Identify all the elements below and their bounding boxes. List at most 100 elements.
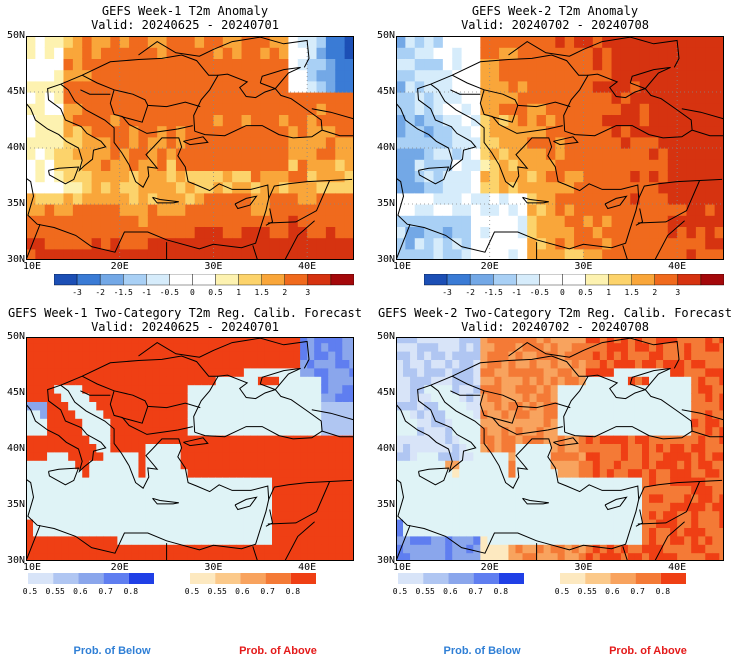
lat-tick-label: 35N: [376, 499, 395, 510]
colorbar-swatch: [423, 573, 449, 584]
colorbar-label: 0.55: [415, 587, 435, 596]
field-cells: [26, 337, 354, 561]
colorbar-swatch: [307, 274, 332, 286]
coastlines: [396, 36, 724, 260]
lat-tick-label: 30N: [6, 555, 25, 566]
lat-tick-label: 30N: [376, 254, 395, 265]
colorbar-swatch: [76, 274, 101, 286]
colorbar-label: 2: [652, 288, 658, 297]
lat-tick-label: 40N: [376, 142, 395, 153]
footer-above-left: Prob. of Above: [239, 645, 317, 657]
colorbar-swatch: [238, 274, 262, 286]
colorbar-swatch: [539, 274, 563, 286]
colorbar-swatch: [498, 573, 524, 584]
colorbar-swatch: [560, 573, 586, 584]
lat-tick-label: 35N: [6, 499, 25, 510]
colorbar-label: -1.5: [483, 288, 503, 297]
lon-tick-label: 30E: [204, 261, 223, 272]
colorbar-label: -2: [95, 288, 105, 297]
colorbar-swatch: [103, 573, 129, 584]
graticule: [26, 36, 354, 260]
colorbar-swatch: [78, 573, 104, 584]
panel-title: GEFS Week-2 Two-Category T2m Reg. Calib.…: [377, 306, 732, 320]
map-panel-1: GEFS Week-1 T2m Anomaly Valid: 20240625 -…: [0, 0, 370, 300]
colorbar-label: 0.7: [98, 587, 113, 596]
colorbar-swatch: [469, 274, 494, 286]
colorbar-swatch: [99, 274, 124, 286]
colorbar-swatch: [424, 274, 448, 286]
colorbar-label: 1: [606, 288, 612, 297]
lon-tick-label: 40E: [668, 261, 687, 272]
anomaly-map: [26, 36, 354, 260]
lon-tick-label: 40E: [668, 562, 687, 573]
panel-valid-dates: Valid: 20240625 - 20240701: [91, 320, 279, 334]
colorbar-swatch: [146, 274, 170, 286]
lat-tick-label: 50N: [376, 30, 395, 41]
colorbar-label: -2: [465, 288, 475, 297]
colorbar-swatch: [192, 274, 216, 286]
above-colorbar: [190, 573, 316, 584]
colorbar-label: 0: [560, 288, 565, 297]
lon-tick-label: 40E: [298, 261, 317, 272]
colorbar-label: 0.55: [45, 587, 65, 596]
lon-tick-label: 20E: [480, 261, 499, 272]
colorbar-swatch: [635, 573, 661, 584]
lat-tick-label: 50N: [6, 30, 25, 41]
colorbar-swatch: [654, 274, 679, 286]
colorbar-label: 0.7: [468, 587, 483, 596]
map-panel-4: GEFS Week-2 Two-Category T2m Reg. Calib.…: [370, 300, 740, 600]
colorbar-swatch: [493, 274, 517, 286]
lat-tick-label: 45N: [6, 86, 25, 97]
below-colorbar: [28, 573, 154, 584]
colorbar-label: 0.5: [22, 587, 38, 596]
probability-map: [26, 337, 354, 561]
colorbar-swatch: [284, 274, 309, 286]
lon-tick-label: 10E: [392, 562, 412, 573]
lat-tick-label: 40N: [6, 443, 25, 454]
colorbar-swatch: [700, 274, 724, 286]
colorbar-swatch: [265, 573, 291, 584]
colorbar-label: 1: [236, 288, 242, 297]
colorbar-swatch: [631, 274, 655, 286]
colorbar-label: 1.5: [624, 288, 639, 297]
lon-tick-label: 30E: [574, 562, 593, 573]
colorbar-label: 0.8: [493, 587, 509, 596]
lon-tick-label: 10E: [22, 562, 42, 573]
colorbar-label: 3: [305, 288, 311, 297]
lon-tick-label: 10E: [392, 261, 412, 272]
colorbar-label: 0.55: [207, 587, 227, 596]
lon-tick-label: 20E: [480, 562, 499, 573]
colorbar-label: 0: [190, 288, 195, 297]
colorbar-swatch: [54, 274, 78, 286]
colorbar-swatch: [190, 573, 216, 584]
colorbar-swatch: [330, 274, 354, 286]
lon-tick-label: 10E: [22, 261, 42, 272]
colorbar-label: 0.6: [605, 587, 620, 596]
panel-title: GEFS Week-1 T2m Anomaly: [101, 4, 269, 18]
lat-tick-label: 50N: [376, 331, 395, 342]
lat-tick-label: 35N: [376, 198, 395, 209]
panel-title: GEFS Week-1 Two-Category T2m Reg. Calib.…: [7, 306, 362, 320]
probability-map: [396, 337, 724, 561]
colorbar-label: 0.6: [73, 587, 88, 596]
colorbar-swatch: [562, 274, 586, 286]
colorbar-label: 0.8: [285, 587, 301, 596]
lon-tick-label: 40E: [298, 562, 317, 573]
footer-below-right: Prob. of Below: [443, 645, 521, 657]
colorbar-swatch: [240, 573, 266, 584]
colorbar-swatch: [28, 573, 54, 584]
colorbar-label: 0.5: [578, 288, 593, 297]
colorbar-swatch: [473, 573, 499, 584]
colorbar-label: -0.5: [159, 288, 179, 297]
map-frame: [396, 337, 724, 561]
colorbar-swatch: [215, 573, 241, 584]
lon-tick-label: 20E: [110, 261, 129, 272]
lat-tick-label: 40N: [6, 142, 25, 153]
lat-tick-label: 30N: [376, 555, 395, 566]
colorbar-label: 1.5: [254, 288, 269, 297]
colorbar-swatch: [261, 274, 285, 286]
field-cells: [26, 36, 354, 260]
colorbar-swatch: [290, 573, 316, 584]
lat-tick-label: 45N: [376, 86, 395, 97]
colorbar-label: 0.7: [630, 587, 645, 596]
